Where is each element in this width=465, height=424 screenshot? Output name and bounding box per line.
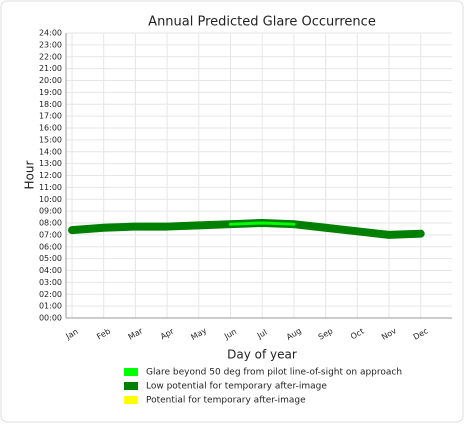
y-tick-label: 05:00 bbox=[39, 254, 62, 263]
y-tick-label: 00:00 bbox=[39, 314, 62, 323]
y-tick-label: 03:00 bbox=[39, 278, 62, 287]
y-tick-label: 22:00 bbox=[39, 52, 62, 61]
y-axis-label: Hour bbox=[23, 160, 37, 189]
x-axis-label: Day of year bbox=[227, 348, 297, 362]
y-tick-label: 08:00 bbox=[39, 219, 62, 228]
y-tick-label: 02:00 bbox=[39, 290, 62, 299]
y-tick-label: 19:00 bbox=[39, 88, 62, 97]
y-tick-label: 01:00 bbox=[39, 302, 62, 311]
y-tick-label: 17:00 bbox=[39, 112, 62, 121]
y-tick-label: 18:00 bbox=[39, 100, 62, 109]
y-tick-label: 14:00 bbox=[39, 147, 62, 156]
y-tick-label: 21:00 bbox=[39, 64, 62, 73]
y-tick-label: 04:00 bbox=[39, 266, 62, 275]
legend-swatch bbox=[124, 382, 138, 390]
y-tick-label: 24:00 bbox=[39, 29, 62, 38]
chart-title: Annual Predicted Glare Occurrence bbox=[148, 15, 376, 30]
legend-label: Low potential for temporary after-image bbox=[146, 382, 327, 392]
y-tick-label: 13:00 bbox=[39, 159, 62, 168]
y-tick-label: 09:00 bbox=[39, 207, 62, 216]
y-tick-label: 16:00 bbox=[39, 124, 62, 133]
series-line bbox=[229, 221, 296, 226]
y-tick-label: 07:00 bbox=[39, 230, 62, 239]
y-tick-label: 10:00 bbox=[39, 195, 62, 204]
y-tick-label: 23:00 bbox=[39, 40, 62, 49]
legend-swatch bbox=[124, 368, 138, 376]
y-tick-label: 15:00 bbox=[39, 135, 62, 144]
legend-label: Potential for temporary after-image bbox=[146, 396, 306, 406]
y-tick-label: 12:00 bbox=[39, 171, 62, 180]
legend-label: Glare beyond 50 deg from pilot line-of-s… bbox=[146, 368, 402, 378]
y-tick-label: 06:00 bbox=[39, 242, 62, 251]
y-tick-label: 11:00 bbox=[39, 183, 62, 192]
legend-swatch bbox=[124, 396, 138, 404]
y-tick-label: 20:00 bbox=[39, 76, 62, 85]
